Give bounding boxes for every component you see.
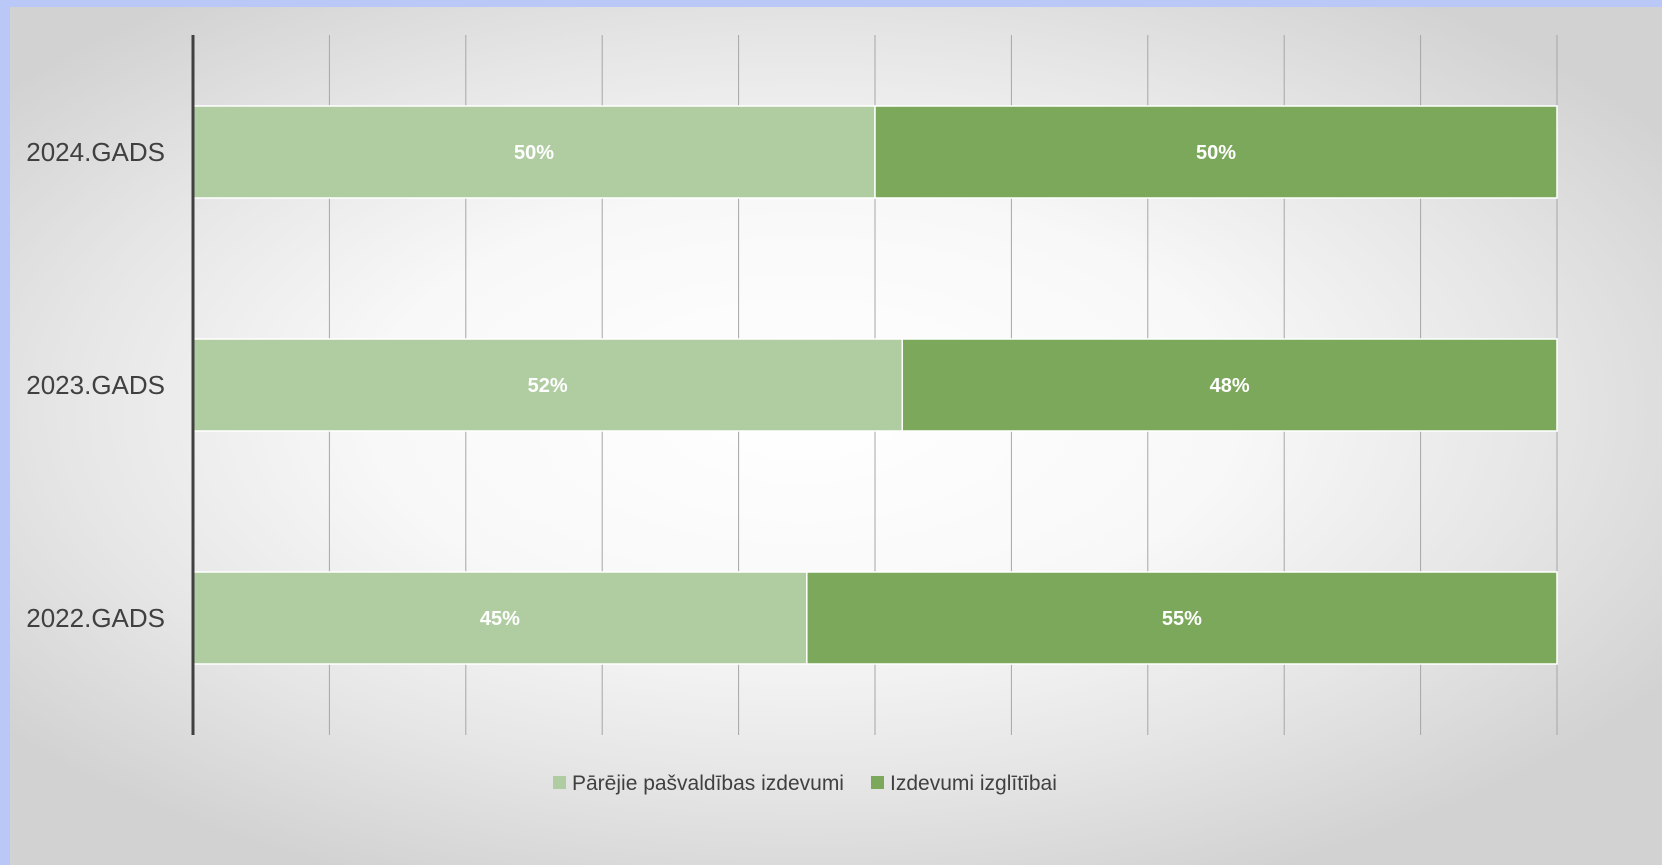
data-label: 52%	[528, 375, 568, 397]
bar-segment	[806, 571, 1558, 665]
legend-swatch	[553, 776, 566, 789]
bar-segment	[874, 105, 1558, 199]
bars	[192, 105, 1558, 665]
category-label: 2022.GADS	[26, 603, 165, 633]
data-label: 50%	[514, 142, 554, 164]
data-label: 45%	[480, 608, 520, 630]
data-label: 55%	[1162, 608, 1202, 630]
legend-swatch	[871, 776, 884, 789]
category-label: 2024.GADS	[26, 137, 165, 167]
stacked-bar-chart: 2024.GADS 50% 50% 2023.GADS 52% 48% 2022.GADS 4…	[26, 35, 1558, 795]
legend-label: Izdevumi izglītībai	[890, 772, 1057, 795]
chart-area: 2024.GADS 50% 50% 2023.GADS 52% 48% 2022.GADS 4…	[10, 7, 1662, 865]
legend: Pārējie pašvaldības izdevumi Izdevumi izg…	[553, 772, 1057, 795]
category-label: 2023.GADS	[26, 370, 165, 400]
data-label: 50%	[1196, 142, 1236, 164]
bar-segment	[901, 338, 1558, 432]
labels: 2024.GADS 50% 50% 2023.GADS 52% 48% 2022.GADS 4…	[26, 137, 1250, 633]
legend-label: Pārējie pašvaldības izdevumi	[572, 772, 844, 795]
data-label: 48%	[1210, 375, 1250, 397]
